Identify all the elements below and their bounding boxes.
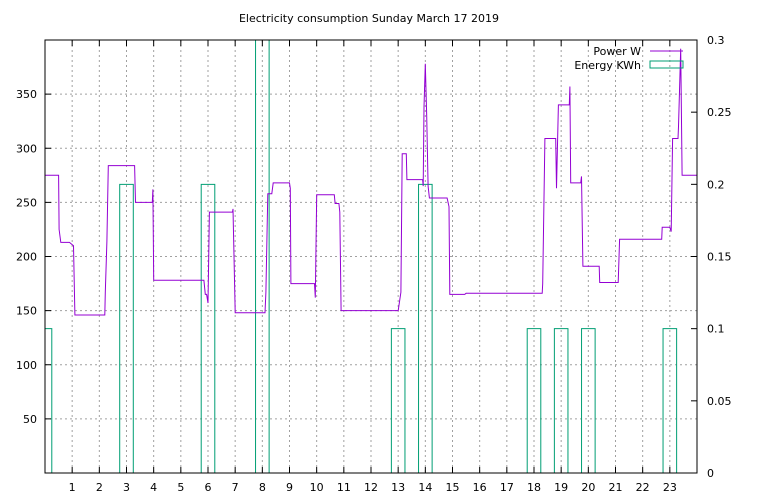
x-tick-label: 1 <box>69 481 76 494</box>
x-tick-label: 14 <box>418 481 432 494</box>
x-tick-label: 2 <box>96 481 103 494</box>
x-tick-label: 8 <box>259 481 266 494</box>
x-tick-label: 7 <box>232 481 239 494</box>
x-tick-label: 20 <box>581 481 595 494</box>
x-tick-label: 11 <box>337 481 351 494</box>
x-tick-label: 12 <box>364 481 378 494</box>
grid-lines <box>45 40 697 473</box>
legend-label-power: Power W <box>593 45 641 58</box>
energy-bar <box>200 183 216 473</box>
x-tick-label: 17 <box>500 481 514 494</box>
x-tick-label: 22 <box>636 481 650 494</box>
y2-tick-label: 0.1 <box>707 323 725 336</box>
energy-bar <box>390 328 406 473</box>
x-tick-label: 21 <box>609 481 623 494</box>
x-tick-label: 15 <box>446 481 460 494</box>
x-tick-label: 5 <box>177 481 184 494</box>
energy-bar <box>662 328 678 473</box>
y2-tick-label: 0 <box>707 467 714 480</box>
energy-bar <box>44 328 53 473</box>
x-tick-label: 13 <box>391 481 405 494</box>
energy-bar <box>119 183 134 473</box>
legend-swatch-energy <box>649 60 684 69</box>
y2-tick-label: 0.05 <box>707 395 732 408</box>
y2-tick-label: 0.25 <box>707 106 732 119</box>
y2-tick-label: 0.15 <box>707 251 732 264</box>
power-series <box>45 48 697 316</box>
x-tick-label: 18 <box>527 481 541 494</box>
x-tick-label: 9 <box>286 481 293 494</box>
x-tick-label: 4 <box>150 481 157 494</box>
energy-bar <box>526 328 542 473</box>
y-tick-label: 200 <box>16 251 37 264</box>
x-tick-label: 3 <box>123 481 130 494</box>
x-tick-label: 6 <box>205 481 212 494</box>
x-tick-label: 19 <box>554 481 568 494</box>
chart-title: Electricity consumption Sunday March 17 … <box>239 12 499 25</box>
axis-ticks: 1 2 3 4 5 6 7 8 9 10 11 12 13 14 15 16 17 18 19 20 21 22 23501… <box>16 34 732 494</box>
y-tick-label: 350 <box>16 88 37 101</box>
power-line <box>45 48 697 316</box>
y2-tick-label: 0.2 <box>707 178 725 191</box>
legend-label-energy: Energy KWh <box>574 59 641 72</box>
y-tick-label: 50 <box>23 413 37 426</box>
energy-bar <box>581 328 596 473</box>
y-tick-label: 300 <box>16 142 37 155</box>
y-tick-label: 150 <box>16 305 37 318</box>
y-tick-label: 100 <box>16 359 37 372</box>
energy-bar <box>553 328 569 473</box>
energy-bar <box>418 183 433 473</box>
x-tick-label: 10 <box>310 481 324 494</box>
y-tick-label: 250 <box>16 196 37 209</box>
x-tick-label: 16 <box>473 481 487 494</box>
x-tick-label: 23 <box>663 481 677 494</box>
y2-tick-label: 0.3 <box>707 34 725 47</box>
legend: Power W Energy KWh <box>574 45 684 72</box>
